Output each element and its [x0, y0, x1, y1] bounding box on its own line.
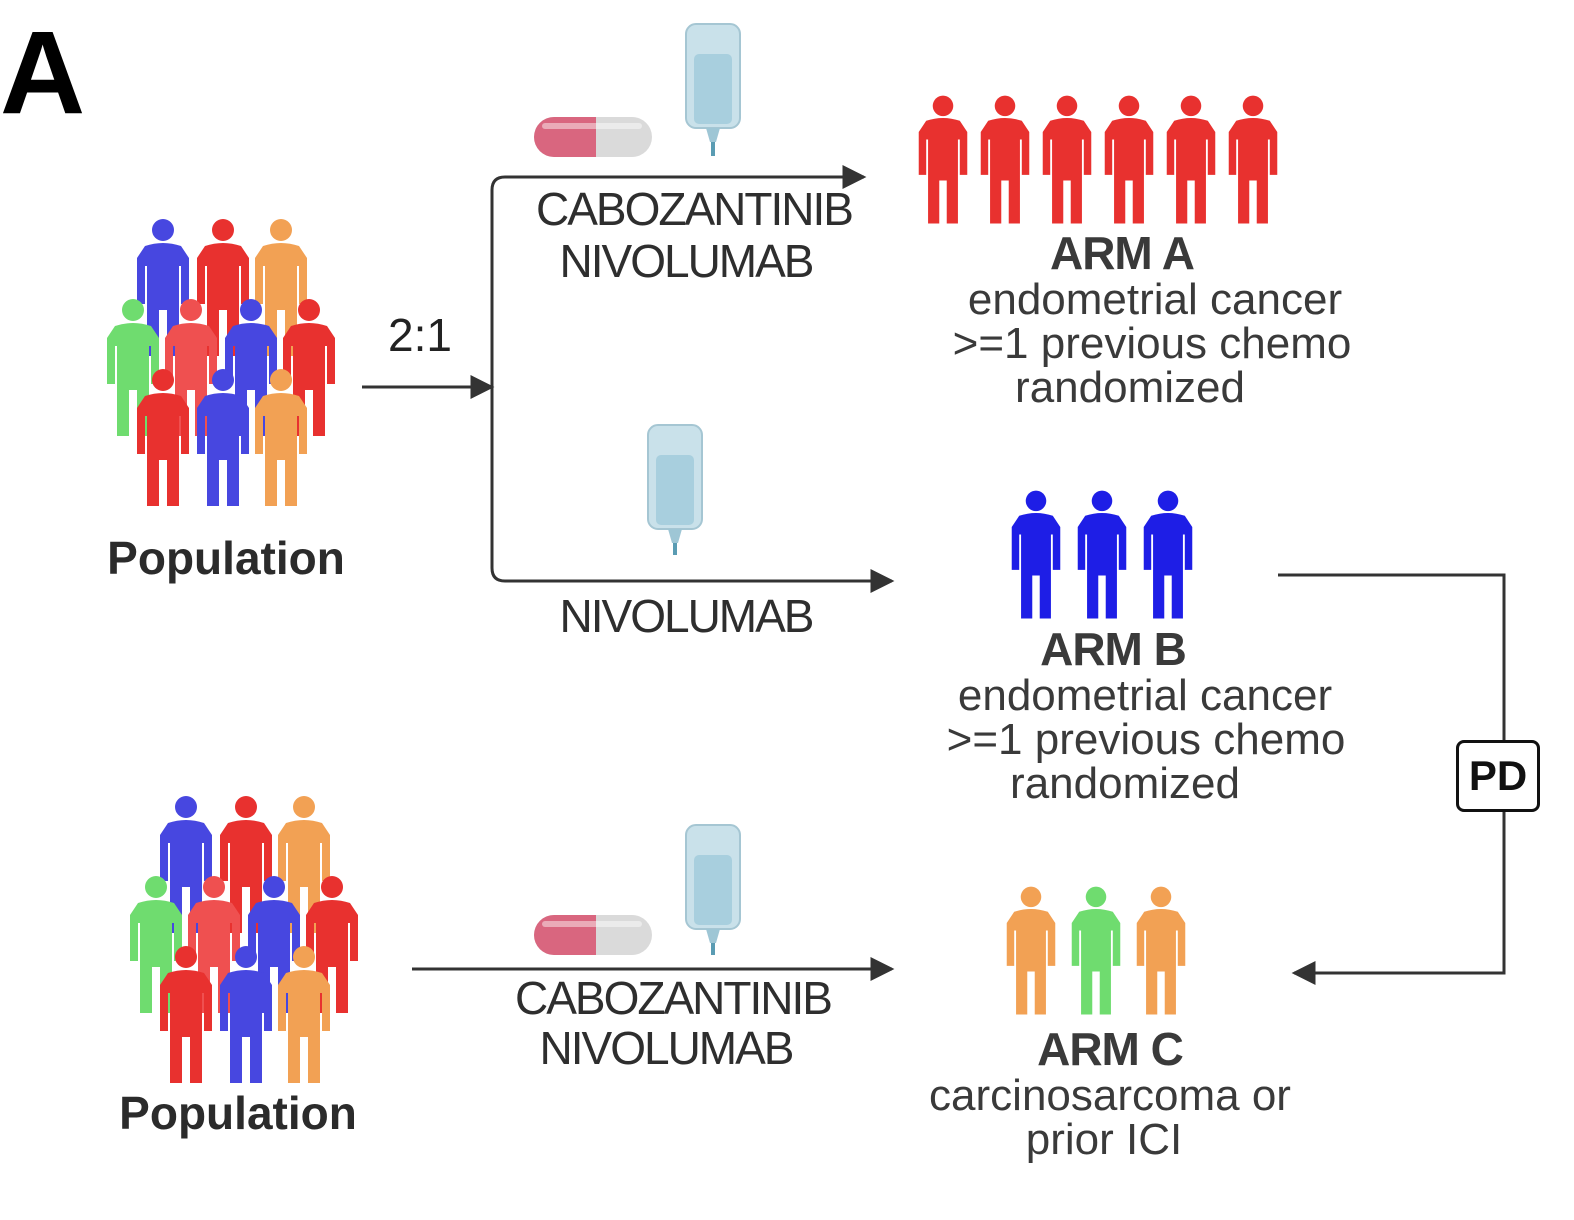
pill-icon-top: [534, 117, 652, 157]
arm-a-desc-2: >=1 previous chemo: [952, 319, 1352, 368]
arm-c-desc-1: carcinosarcoma or: [929, 1071, 1291, 1120]
person-icon: [1011, 490, 1061, 619]
arm-a-title: ARM A: [1049, 227, 1195, 279]
iv-bag-icon-bottom: [685, 824, 741, 955]
person-icon: [918, 95, 968, 224]
person-icon: [1042, 95, 1092, 224]
arm-b-desc-1: endometrial cancer: [957, 671, 1333, 720]
route-top-drug-1: CABOZANTINIB: [536, 183, 854, 235]
arm-c-title: ARM C: [1037, 1023, 1184, 1075]
person-icon: [1071, 886, 1121, 1015]
pill-icon-bottom: [534, 915, 652, 955]
population-bottom-label: Population: [119, 1087, 357, 1139]
population-top-label: Population: [107, 532, 345, 584]
arm-b-desc-2: >=1 previous chemo: [946, 715, 1346, 764]
arm-a-desc-1: endometrial cancer: [967, 275, 1343, 324]
split-vertical-line: [490, 175, 506, 583]
randomization-ratio: 2:1: [388, 309, 452, 361]
population-top-crowd-icon: [107, 219, 335, 506]
route-bottom-drug-2: NIVOLUMAB: [539, 1022, 795, 1074]
arm-b-desc-3: randomized: [1010, 759, 1240, 808]
person-icon: [1166, 95, 1216, 224]
person-icon: [1136, 886, 1186, 1015]
arm-a-desc-3: randomized: [1015, 363, 1245, 412]
panel-label: A: [0, 7, 86, 139]
iv-bag-icon-middle: [647, 424, 703, 555]
iv-bag-icon-top: [685, 23, 741, 156]
person-icon: [1104, 95, 1154, 224]
pd-crossover-label: PD: [1456, 740, 1540, 812]
population-bottom-crowd-icon: [130, 796, 358, 1083]
arm-a-people-icon: [918, 95, 1278, 224]
person-icon: [1143, 490, 1193, 619]
route-bottom-drug-1: CABOZANTINIB: [515, 972, 833, 1024]
person-icon: [1006, 886, 1056, 1015]
arm-c-desc-2: prior ICI: [1025, 1115, 1183, 1164]
arm-b-title: ARM B: [1040, 623, 1187, 675]
arm-c-people-icon: [1006, 886, 1186, 1015]
person-icon: [980, 95, 1030, 224]
person-icon: [1228, 95, 1278, 224]
route-middle-drug: NIVOLUMAB: [559, 590, 815, 642]
person-icon: [1077, 490, 1127, 619]
route-top-drug-2: NIVOLUMAB: [559, 235, 815, 287]
arm-b-people-icon: [1011, 490, 1193, 619]
